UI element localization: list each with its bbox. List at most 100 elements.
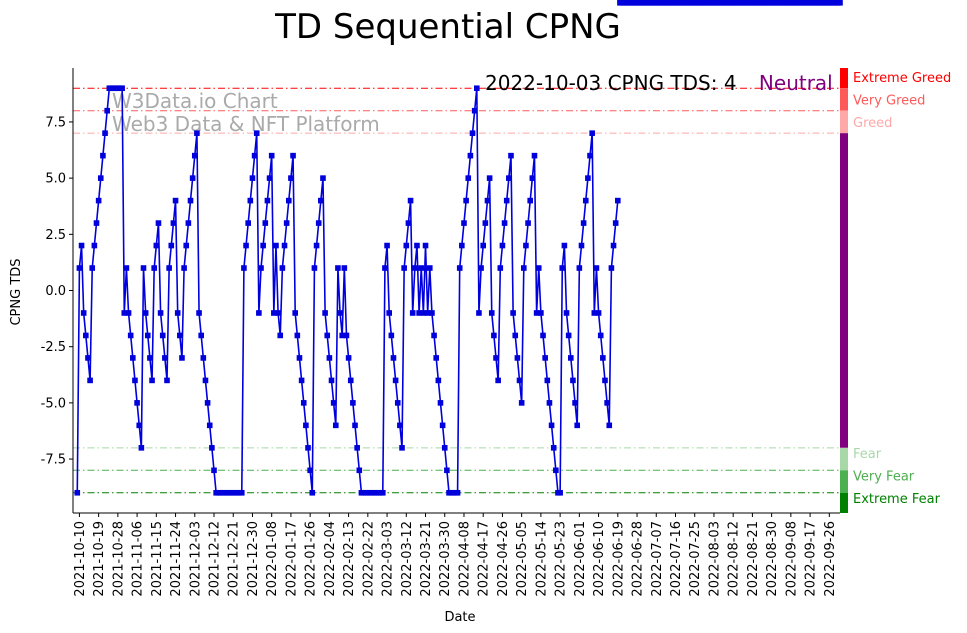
sentiment-side-bar <box>840 68 848 513</box>
data-point <box>285 197 292 204</box>
data-point <box>553 467 559 474</box>
data-point <box>499 242 506 249</box>
data-point <box>273 242 279 249</box>
data-point <box>572 400 578 406</box>
data-point <box>324 332 331 339</box>
side-bar-segment-1 <box>840 88 848 111</box>
data-point <box>326 355 333 361</box>
x-tick-label: 2022-05-14 <box>534 521 549 597</box>
data-point <box>557 489 563 496</box>
data-point <box>471 107 478 114</box>
data-point <box>76 265 83 271</box>
data-point <box>488 310 495 316</box>
y-tick-label: 0.0 <box>45 284 66 299</box>
x-tick-label: 2022-09-26 <box>823 521 838 597</box>
data-point <box>93 220 100 226</box>
data-point <box>181 265 187 271</box>
reference-label-0: Extreme Greed <box>853 71 951 86</box>
reference-label-2: Greed <box>853 116 892 131</box>
y-tick-label: 7.5 <box>45 115 66 130</box>
data-point <box>580 220 587 226</box>
x-tick-label: 2021-10-28 <box>111 521 126 597</box>
reference-label-4: Very Fear <box>853 469 915 484</box>
data-point <box>407 197 414 204</box>
data-point <box>429 310 435 316</box>
x-tick-label: 2022-02-04 <box>323 521 338 597</box>
data-point <box>132 377 138 384</box>
data-point <box>444 467 450 474</box>
data-point <box>262 220 269 226</box>
data-point <box>140 265 147 271</box>
data-series <box>74 0 843 496</box>
data-point <box>529 175 536 181</box>
data-point <box>258 265 264 271</box>
data-point <box>127 332 134 339</box>
data-point <box>527 197 534 204</box>
data-point <box>422 242 429 249</box>
data-point <box>350 400 356 406</box>
data-point <box>520 265 527 271</box>
data-point <box>390 355 397 361</box>
x-tick-label: 2022-04-17 <box>477 521 492 597</box>
data-point <box>335 265 341 271</box>
data-point <box>247 197 254 204</box>
x-tick-label: 2022-02-13 <box>342 521 357 597</box>
data-point <box>565 332 572 339</box>
data-point <box>388 332 395 339</box>
data-point <box>78 242 85 249</box>
x-tick-label: 2022-06-10 <box>592 521 607 597</box>
watermark: W3Data.io Chart Web3 Data & NFT Platform <box>112 89 380 136</box>
data-point <box>591 310 598 316</box>
data-point <box>343 332 350 339</box>
data-point <box>89 265 96 271</box>
data-point <box>102 130 108 136</box>
data-point <box>275 310 281 316</box>
data-point <box>191 152 198 159</box>
x-tick-label: 2022-01-17 <box>284 521 299 597</box>
x-tick-label: 2022-07-25 <box>688 521 703 597</box>
data-point <box>134 400 140 406</box>
side-bar-segment-5 <box>840 470 848 493</box>
data-point <box>211 467 217 474</box>
data-point <box>298 377 305 384</box>
x-tick-label: 2022-08-30 <box>765 521 780 597</box>
side-bar-segment-3 <box>840 133 848 448</box>
y-axis-label: CPNG TDS <box>9 258 24 325</box>
data-point <box>170 220 177 226</box>
data-point <box>345 355 352 361</box>
data-point <box>593 265 600 271</box>
y-tick-label: -2.5 <box>41 340 66 355</box>
data-point <box>392 377 399 384</box>
data-point <box>465 175 472 181</box>
data-point <box>467 152 474 159</box>
data-point <box>386 310 393 316</box>
data-point <box>119 85 125 92</box>
x-tick-label: 2022-03-30 <box>438 521 453 597</box>
watermark-line-1: W3Data.io Chart <box>112 89 278 113</box>
data-point <box>401 265 407 271</box>
data-point <box>271 310 277 316</box>
data-point <box>523 242 529 249</box>
data-point <box>546 400 553 406</box>
data-point <box>320 175 326 181</box>
x-tick-label: 2021-10-10 <box>73 521 88 597</box>
data-point <box>196 310 202 316</box>
data-point <box>166 265 172 271</box>
x-tick-label: 2022-06-19 <box>611 521 626 597</box>
data-point <box>531 152 538 159</box>
x-tick-label: 2022-04-08 <box>457 521 472 597</box>
data-point <box>294 332 301 339</box>
data-point <box>538 310 544 316</box>
data-point <box>303 422 309 429</box>
data-point <box>87 377 93 384</box>
x-tick-label: 2022-01-26 <box>304 521 319 597</box>
data-point <box>172 197 179 204</box>
data-point <box>149 377 155 384</box>
data-point <box>159 332 166 339</box>
data-point <box>315 220 322 226</box>
data-point <box>587 152 593 159</box>
side-bar-segment-4 <box>840 447 848 471</box>
data-point <box>431 332 437 339</box>
x-tick-label: 2021-12-03 <box>188 521 203 597</box>
